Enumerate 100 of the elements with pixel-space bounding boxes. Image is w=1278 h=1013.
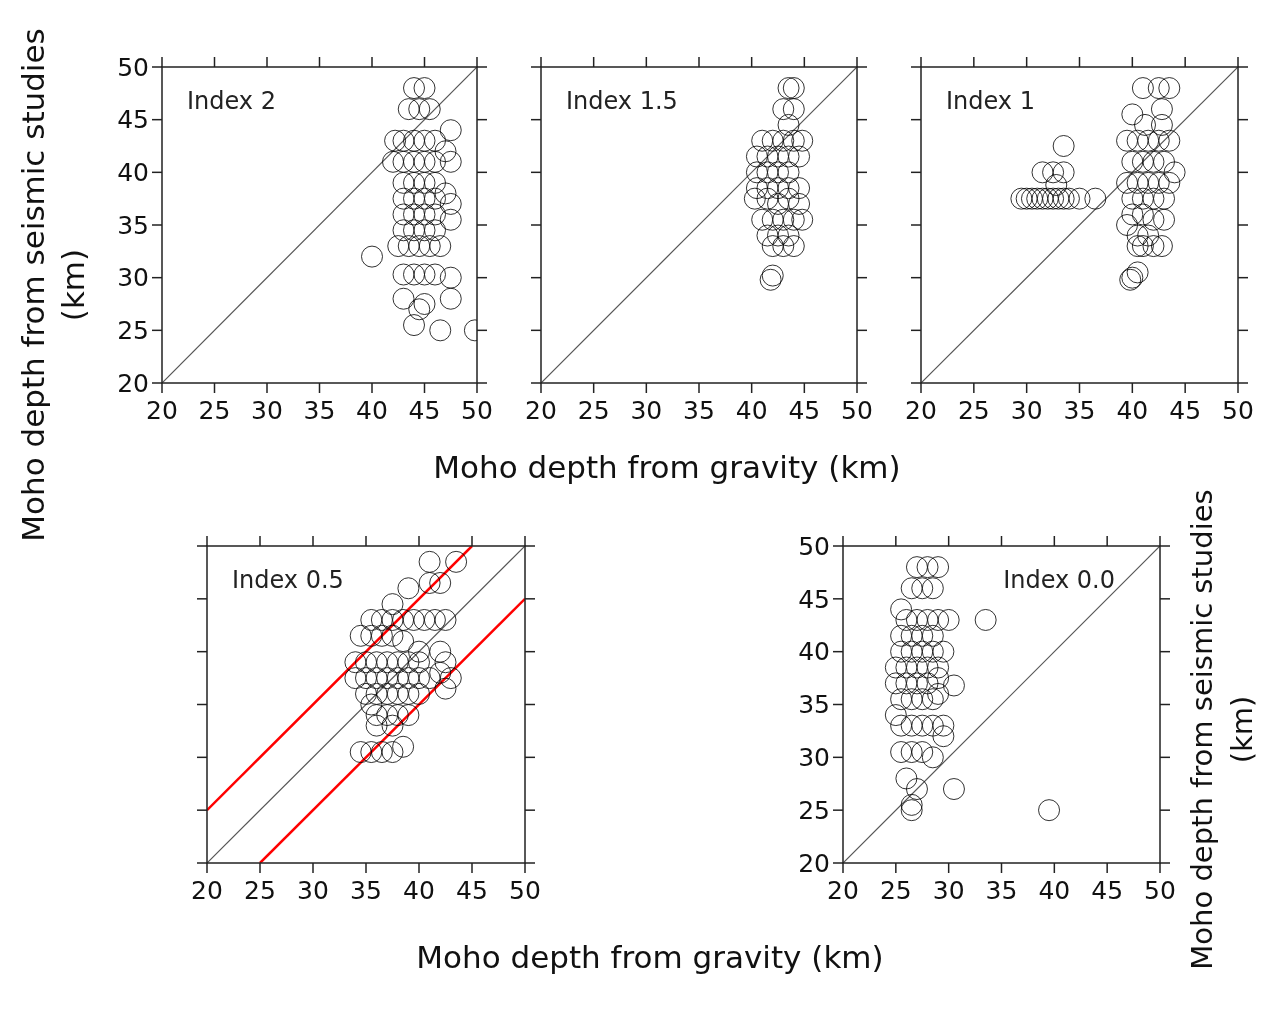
y-tick-label: 40	[117, 158, 149, 188]
point	[1153, 187, 1176, 210]
point	[408, 651, 430, 674]
point	[392, 129, 415, 152]
point	[911, 640, 934, 663]
point	[905, 778, 928, 801]
point	[782, 208, 805, 231]
x-tick-label: 25	[577, 396, 610, 425]
point	[424, 187, 446, 210]
point	[423, 608, 446, 631]
point	[360, 693, 383, 716]
point	[408, 298, 431, 321]
point	[1045, 173, 1068, 196]
point	[927, 656, 950, 679]
point	[392, 203, 415, 226]
point	[365, 667, 388, 690]
point	[1042, 161, 1065, 184]
point	[424, 219, 446, 242]
x-tick-label: 45	[408, 396, 441, 425]
x-axis-title: Moho depth from gravity (km)	[416, 939, 884, 975]
point	[900, 714, 923, 737]
point	[921, 640, 944, 663]
point	[1150, 98, 1173, 121]
y-tick-label: 40	[798, 637, 830, 667]
x-tick-label: 30	[297, 876, 329, 905]
point	[1015, 187, 1038, 210]
x-tick-label: 40	[1116, 396, 1149, 425]
point	[413, 150, 436, 173]
point	[1147, 129, 1170, 152]
point	[1163, 161, 1186, 184]
point	[418, 571, 441, 594]
point	[429, 661, 452, 684]
point	[911, 714, 934, 737]
point	[1137, 224, 1160, 247]
point	[413, 203, 436, 226]
x-tick-label: 35	[683, 396, 715, 425]
point	[905, 608, 928, 631]
y-axis-title: Moho depth from seismic studies (km)	[15, 28, 91, 542]
point	[900, 624, 923, 647]
point	[942, 674, 965, 697]
point	[788, 145, 811, 168]
x-tick-label: 25	[244, 876, 276, 905]
point	[376, 667, 399, 690]
point	[386, 682, 409, 705]
point	[1084, 187, 1107, 210]
x-tick-label: 40	[1038, 876, 1071, 905]
y-tick-label: 50	[117, 52, 149, 82]
point	[1147, 77, 1170, 100]
point	[927, 608, 950, 631]
point	[1042, 187, 1065, 210]
point	[392, 630, 415, 653]
point	[1020, 187, 1043, 210]
point	[392, 171, 415, 194]
y-tick-label: 50	[798, 531, 830, 561]
y-tick-label: 25	[117, 316, 149, 346]
point	[1121, 150, 1144, 173]
point	[1142, 208, 1165, 231]
x-axis-title: Moho depth from gravity (km)	[433, 449, 901, 485]
point	[1147, 171, 1170, 194]
point	[782, 235, 805, 258]
point	[916, 672, 939, 695]
point	[349, 624, 372, 647]
point	[413, 608, 436, 631]
point	[1126, 129, 1149, 152]
y-tick-label: 35	[117, 210, 149, 240]
point	[381, 741, 404, 764]
point	[900, 688, 923, 711]
point	[1131, 235, 1154, 258]
point	[1142, 187, 1165, 210]
point	[1052, 135, 1075, 157]
point	[413, 171, 436, 194]
point	[911, 741, 934, 764]
point	[403, 150, 425, 173]
point	[772, 235, 795, 258]
point	[403, 203, 425, 226]
point	[756, 187, 779, 210]
point	[761, 129, 784, 152]
point	[424, 129, 446, 152]
point	[376, 682, 399, 705]
point	[900, 793, 923, 816]
point	[1158, 171, 1181, 194]
point	[381, 608, 404, 631]
point	[397, 577, 420, 600]
point	[397, 682, 420, 705]
point	[900, 799, 923, 822]
point	[365, 714, 388, 737]
point	[355, 667, 377, 690]
point	[360, 608, 383, 631]
point	[767, 145, 789, 168]
point	[434, 182, 457, 205]
point	[408, 682, 430, 705]
point	[403, 263, 425, 286]
point	[392, 219, 415, 242]
point	[761, 208, 784, 231]
x-tick-label: 30	[630, 396, 663, 425]
point	[413, 263, 436, 286]
point	[355, 651, 377, 674]
point	[772, 208, 795, 231]
point	[381, 714, 404, 737]
point	[424, 171, 446, 194]
